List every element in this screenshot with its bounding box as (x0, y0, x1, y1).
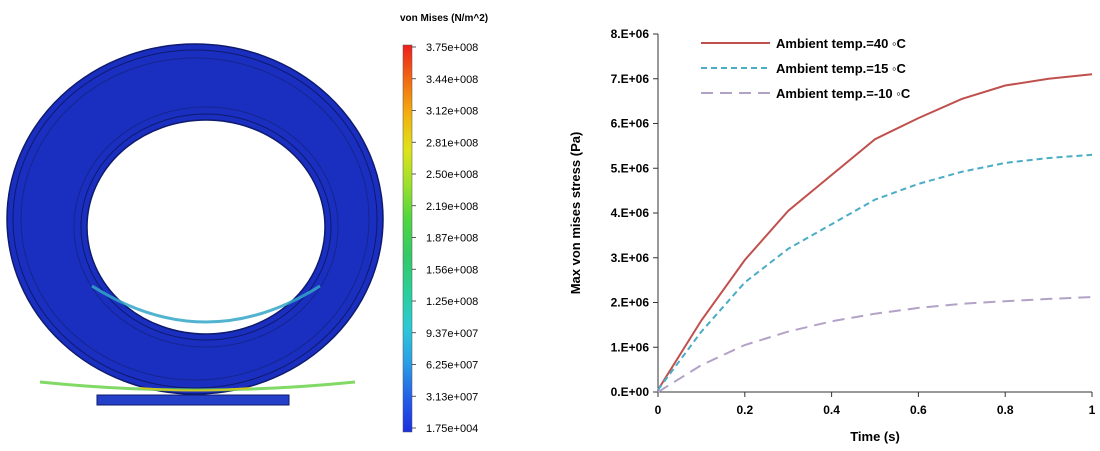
ring-outer-rim (12, 49, 378, 389)
legend-tick-label: 1.87e+008 (426, 233, 478, 245)
chart-axes: 0.E+00 1.E+06 2.E+06 3.E+06 4.E+06 5.E+06 6.E+… (568, 27, 1096, 444)
legend-tick-label: 9.37e+007 (426, 328, 478, 340)
line-chart: 0.E+00 1.E+06 2.E+06 3.E+06 4.E+06 5.E+06 6.E+… (568, 27, 1096, 444)
base-plate (96, 394, 290, 406)
chart-legend: Ambient temp.=40 ◦C Ambient temp.=15 ◦C Am… (701, 36, 911, 101)
legend-tick-label: 2.19e+008 (426, 201, 478, 213)
ring-inner-rim-2 (73, 106, 339, 348)
series-line-2 (657, 153, 1093, 391)
legend-tick-label: 3.13e+007 (426, 391, 478, 403)
y-tick-label: 6.E+06 (611, 117, 650, 131)
stress-contour-figure: von Mises (N/m^2) 3.75e+008 3.44e+008 3.12… (6, 13, 488, 435)
stress-vs-time-chart: 0.E+00 1.E+06 2.E+06 3.E+06 4.E+06 5.E+06 6.E+… (560, 0, 1100, 446)
legend-label-2: Ambient temp.=15 ◦C (776, 61, 907, 76)
y-tick-label: 5.E+06 (611, 161, 650, 175)
legend-tick-label: 1.25e+008 (426, 296, 478, 308)
chart-series (657, 73, 1093, 393)
ring-inner-rim (80, 113, 332, 341)
y-axis-label: Max von mises stress (Pa) (568, 132, 583, 295)
legend-tick-labels: 3.75e+008 3.44e+008 3.12e+008 2.81e+008 2.50… (412, 42, 478, 435)
inner-stress-highlight (91, 284, 321, 324)
color-scale-bar (402, 44, 413, 433)
legend-tick-label: 3.75e+008 (426, 42, 478, 54)
series-line-3 (657, 296, 1093, 393)
legend-tick-label: 3.12e+008 (426, 106, 478, 118)
ring-body (6, 43, 384, 395)
legend-label-1: Ambient temp.=40 ◦C (776, 36, 907, 51)
legend-tick-label: 1.56e+008 (426, 264, 478, 276)
legend-tick-label: 2.50e+008 (426, 169, 478, 181)
series-line-1 (657, 73, 1093, 391)
x-tick-label: 1 (1089, 403, 1096, 417)
legend-tick-label: 6.25e+007 (426, 360, 478, 372)
legend-tick-label: 3.44e+008 (426, 74, 478, 86)
x-axis-label: Time (s) (850, 429, 900, 444)
ring-model (6, 43, 384, 406)
stress-contour-panel: von Mises (N/m^2) 3.75e+008 3.44e+008 3.12… (6, 13, 488, 435)
y-tick-label: 4.E+06 (611, 206, 650, 220)
x-tick-label: 0.6 (910, 403, 927, 417)
legend-tick-label: 1.75e+004 (426, 423, 478, 435)
y-tick-label: 2.E+06 (611, 296, 650, 310)
x-tick-label: 0 (655, 403, 662, 417)
x-tick-label: 0.2 (736, 403, 753, 417)
ring-outer-rim-2 (20, 57, 370, 381)
legend-title: von Mises (N/m^2) (400, 13, 488, 24)
x-tick-label: 0.8 (997, 403, 1014, 417)
y-tick-label: 3.E+06 (611, 251, 650, 265)
y-tick-label: 1.E+06 (611, 340, 650, 354)
y-tick-label: 0.E+00 (611, 385, 650, 399)
y-tick-label: 8.E+06 (611, 27, 650, 41)
x-tick-label: 0.4 (823, 403, 840, 417)
contact-stress-peak (139, 387, 251, 392)
y-tick-label: 7.E+06 (611, 72, 650, 86)
legend-label-3: Ambient temp.=-10 ◦C (776, 86, 911, 101)
legend-tick-label: 2.81e+008 (426, 137, 478, 149)
